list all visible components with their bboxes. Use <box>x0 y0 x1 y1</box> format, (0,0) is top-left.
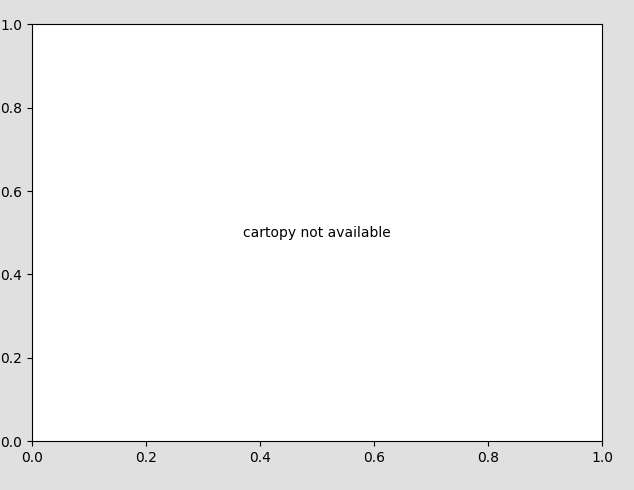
Text: cartopy not available: cartopy not available <box>243 226 391 240</box>
